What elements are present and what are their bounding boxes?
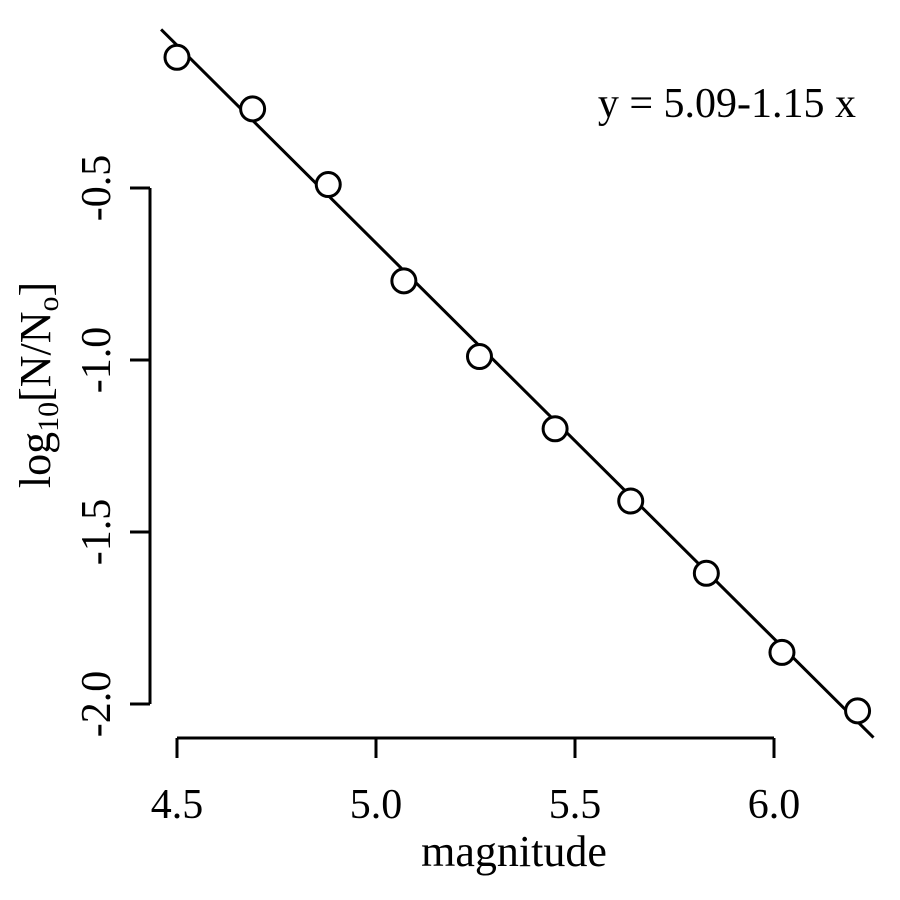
data-point bbox=[239, 95, 267, 123]
plot-area bbox=[160, 28, 875, 739]
data-point bbox=[390, 267, 418, 295]
y-tick-label: -0.5 bbox=[74, 155, 120, 222]
data-point bbox=[617, 487, 645, 515]
y-tick-label: -1.0 bbox=[74, 327, 120, 394]
y-axis-title-body-subscript: o bbox=[32, 296, 65, 311]
x-axis-title: magnitude bbox=[421, 827, 607, 876]
y-tick-label: -1.5 bbox=[74, 499, 120, 566]
y-axis-title-body: [N/N bbox=[11, 311, 60, 401]
data-point bbox=[163, 43, 191, 71]
y-axis-ticks: -2.0 -1.5 -1.0 -0.5 bbox=[74, 155, 150, 738]
fit-equation-annotation: y = 5.09-1.15 x bbox=[598, 81, 856, 127]
y-axis-title-subscript: 10 bbox=[32, 402, 65, 432]
fit-line bbox=[160, 28, 875, 739]
y-axis-title-prefix: log bbox=[11, 432, 60, 488]
x-tick-label: 6.0 bbox=[748, 782, 801, 828]
x-tick-label: 5.0 bbox=[350, 782, 403, 828]
data-point bbox=[541, 415, 569, 443]
x-tick-label: 4.5 bbox=[151, 782, 204, 828]
x-axis-ticks: 4.5 5.0 5.5 6.0 bbox=[151, 738, 801, 828]
y-axis-title: log10[N/No] bbox=[11, 282, 65, 488]
y-axis-title-suffix: ] bbox=[11, 282, 60, 297]
y-tick-label: -2.0 bbox=[74, 671, 120, 738]
x-tick-label: 5.5 bbox=[549, 782, 602, 828]
data-point bbox=[692, 559, 720, 587]
data-point bbox=[314, 171, 342, 199]
data-point bbox=[768, 638, 796, 666]
data-point bbox=[465, 343, 493, 371]
data-point bbox=[844, 697, 872, 725]
